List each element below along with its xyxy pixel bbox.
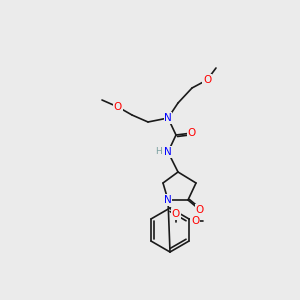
Text: O: O	[196, 205, 204, 215]
Text: N: N	[164, 195, 172, 205]
Text: O: O	[172, 209, 180, 219]
Text: O: O	[191, 216, 199, 226]
Text: O: O	[203, 75, 211, 85]
Text: H: H	[156, 148, 162, 157]
Text: N: N	[164, 147, 172, 157]
Text: N: N	[164, 113, 172, 123]
Text: O: O	[114, 102, 122, 112]
Text: O: O	[188, 128, 196, 138]
